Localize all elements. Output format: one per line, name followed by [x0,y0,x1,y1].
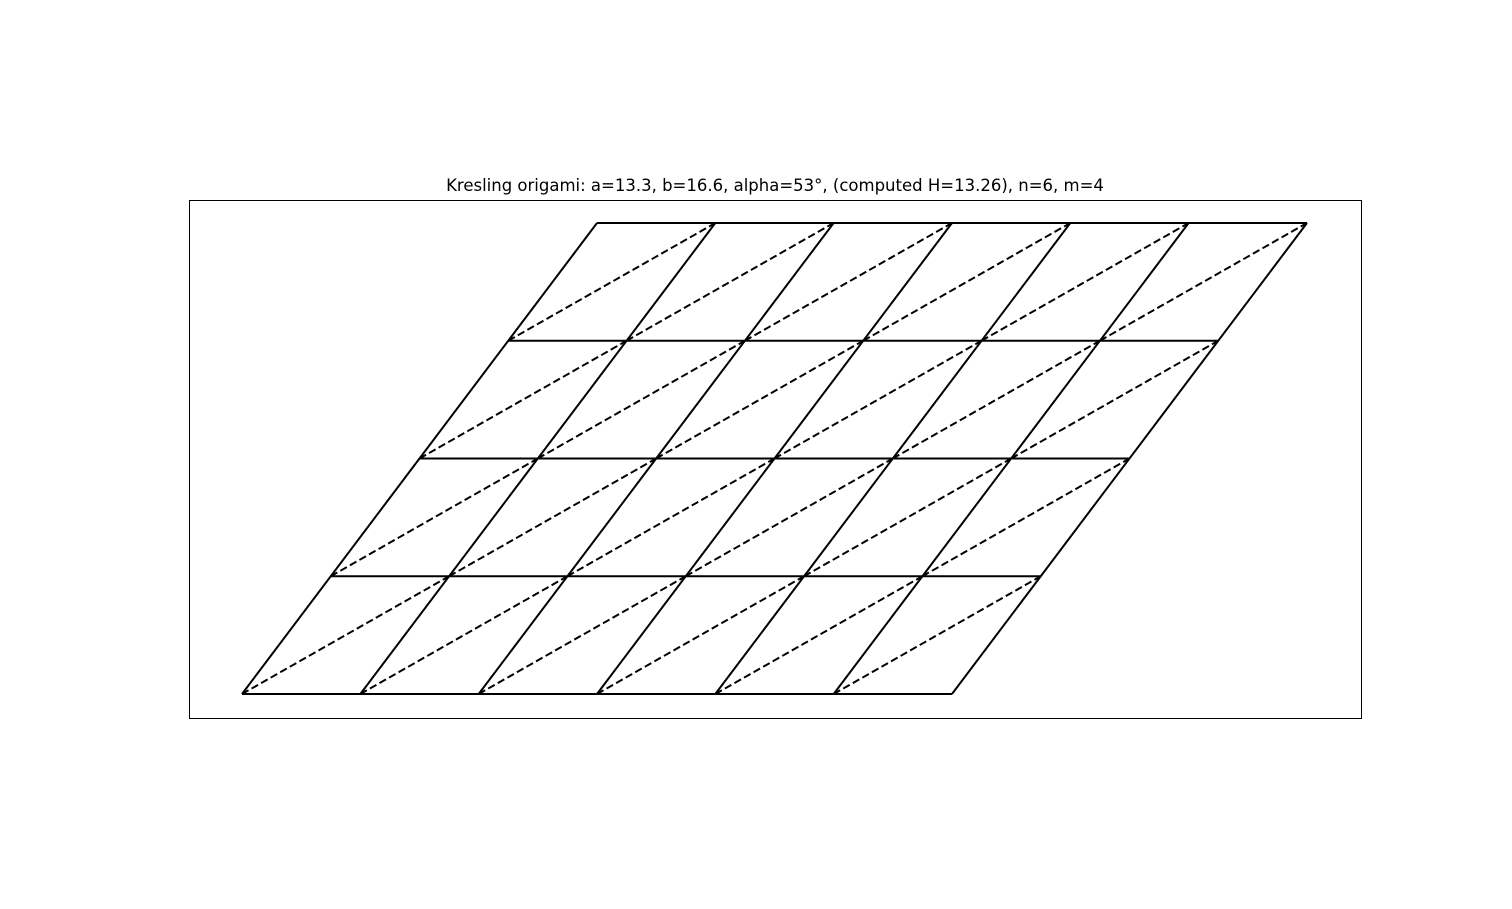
diagonal-dashed-fold-line [981,222,1190,342]
diagonal-dashed-fold-line [655,339,864,460]
crease-pattern [241,222,1308,695]
diagonal-dashed-fold-line [744,222,953,342]
diagonal-dashed-fold-line [1099,222,1308,342]
diagonal-dashed-fold-line [566,457,775,578]
diagonal-dashed-fold-line [330,457,539,578]
diagonal-dashed-fold-line [241,575,450,695]
diagonal-dashed-fold-line [507,222,716,342]
diagonal-dashed-fold-line [537,339,746,460]
diagonal-dashed-fold-line [773,339,983,460]
diagonal-dashed-fold-line [359,575,568,695]
axes-frame [189,200,1362,719]
diagonal-dashed-fold-line [714,575,923,695]
diagonal-dashed-fold-line [626,222,835,342]
diagonal-dashed-fold-line [803,457,1012,578]
diagonal-dashed-fold-line [833,575,1042,695]
diagonal-dashed-fold-line [862,222,1071,342]
diagonal-dashed-fold-line [685,457,894,578]
diagonal-dashed-fold-line [892,339,1101,460]
diagonal-dashed-fold-line [596,575,805,695]
diagonal-dashed-fold-line [1010,339,1219,460]
diagonal-dashed-fold-line [478,575,687,695]
plot-title: Kresling origami: a=13.3, b=16.6, alpha=… [446,176,1104,195]
diagonal-dashed-fold-line [448,457,657,578]
diagonal-dashed-fold-line [921,457,1130,578]
diagonal-dashed-fold-line [419,339,628,460]
